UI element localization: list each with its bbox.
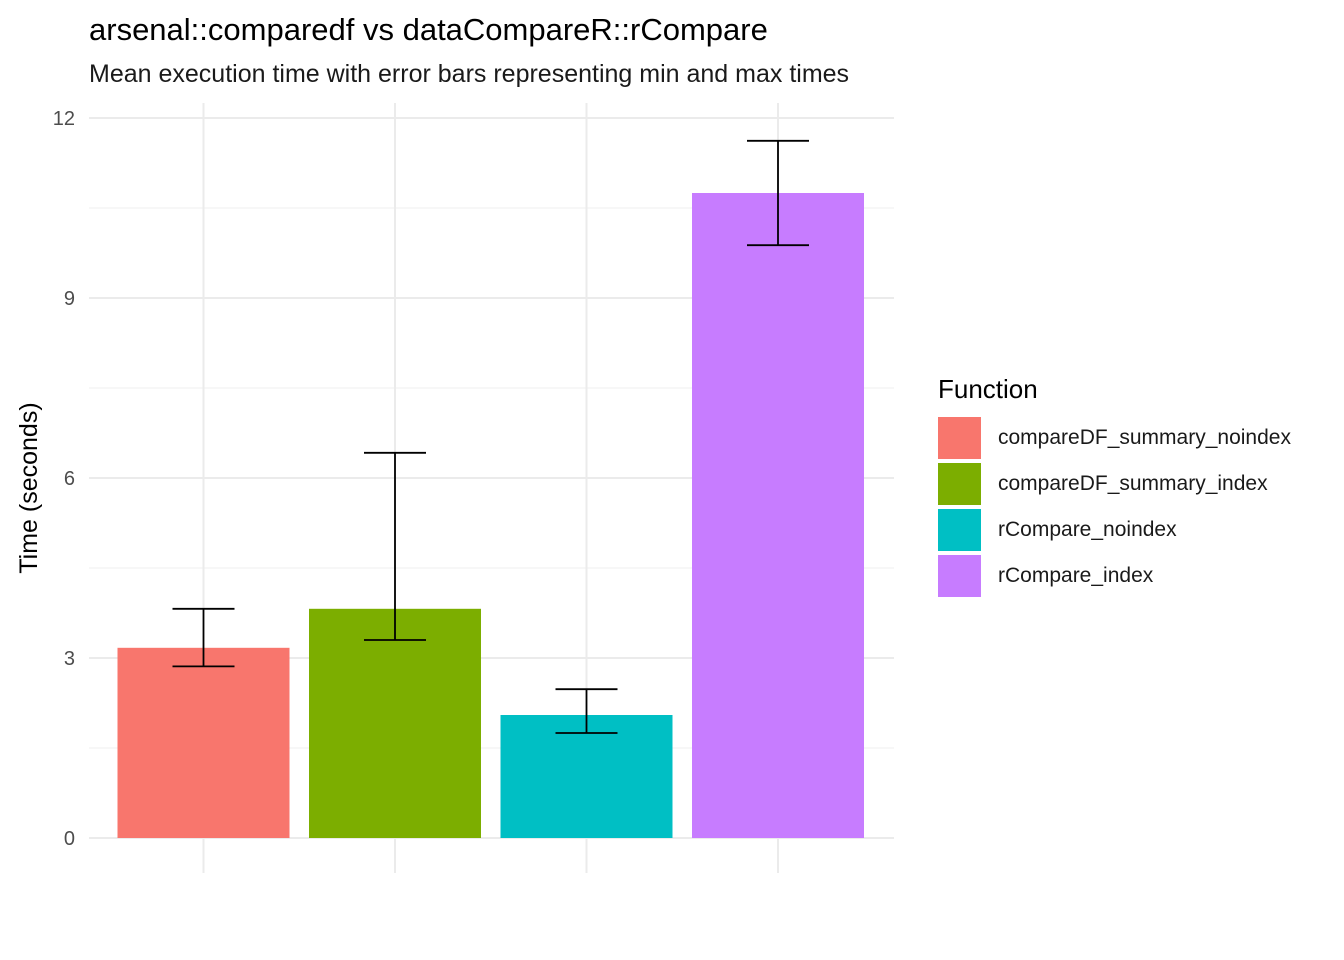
legend-items: compareDF_summary_noindex compareDF_summa… xyxy=(938,415,1291,599)
legend-item: rCompare_index xyxy=(938,553,1291,599)
legend-label: rCompare_noindex xyxy=(998,518,1177,541)
bar xyxy=(500,715,673,838)
legend-swatch xyxy=(938,555,981,597)
chart-title: arsenal::comparedf vs dataCompareR::rCom… xyxy=(89,12,768,47)
y-tick-label: 9 xyxy=(64,288,75,310)
legend-item: compareDF_summary_index xyxy=(938,461,1291,507)
y-tick-label: 3 xyxy=(64,648,75,670)
chart-subtitle: Mean execution time with error bars repr… xyxy=(89,60,850,88)
bar xyxy=(692,193,864,838)
legend-label: compareDF_summary_noindex xyxy=(998,426,1291,449)
legend-swatch xyxy=(938,417,981,459)
bar xyxy=(309,608,481,838)
y-tick-label: 12 xyxy=(53,108,75,130)
legend-swatch xyxy=(938,463,981,505)
legend-label: rCompare_index xyxy=(998,564,1154,587)
bar xyxy=(117,647,290,838)
legend-swatch xyxy=(938,509,981,551)
legend-item: rCompare_noindex xyxy=(938,507,1291,553)
legend: Function compareDF_summary_noindex compar… xyxy=(938,374,1291,599)
y-tick-label: 6 xyxy=(64,468,75,490)
legend-label: compareDF_summary_index xyxy=(998,472,1268,495)
y-axis-label: Time (seconds) xyxy=(15,402,43,573)
legend-title: Function xyxy=(938,374,1038,404)
legend-item: compareDF_summary_noindex xyxy=(938,415,1291,461)
y-tick-label: 0 xyxy=(64,828,75,850)
